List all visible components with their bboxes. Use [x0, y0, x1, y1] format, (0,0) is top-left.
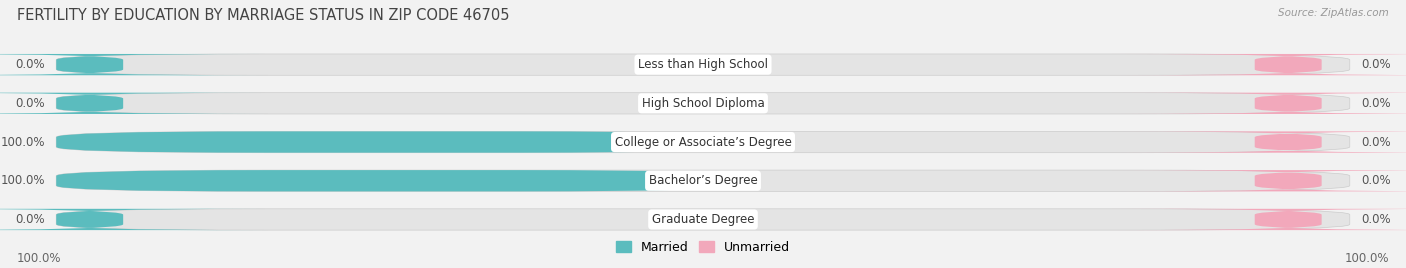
Text: 0.0%: 0.0% — [1361, 97, 1391, 110]
Text: College or Associate’s Degree: College or Associate’s Degree — [614, 136, 792, 148]
Text: 100.0%: 100.0% — [0, 174, 45, 187]
Legend: Married, Unmarried: Married, Unmarried — [612, 236, 794, 259]
FancyBboxPatch shape — [56, 170, 731, 191]
FancyBboxPatch shape — [0, 54, 267, 75]
FancyBboxPatch shape — [1111, 131, 1406, 153]
Text: Less than High School: Less than High School — [638, 58, 768, 71]
Text: High School Diploma: High School Diploma — [641, 97, 765, 110]
Text: 100.0%: 100.0% — [1344, 252, 1389, 265]
FancyBboxPatch shape — [56, 131, 731, 153]
Text: 0.0%: 0.0% — [1361, 136, 1391, 148]
FancyBboxPatch shape — [56, 131, 1350, 153]
Text: 100.0%: 100.0% — [17, 252, 62, 265]
FancyBboxPatch shape — [56, 170, 1350, 191]
Text: FERTILITY BY EDUCATION BY MARRIAGE STATUS IN ZIP CODE 46705: FERTILITY BY EDUCATION BY MARRIAGE STATU… — [17, 8, 509, 23]
Text: 0.0%: 0.0% — [15, 58, 45, 71]
FancyBboxPatch shape — [1111, 170, 1406, 191]
FancyBboxPatch shape — [56, 54, 1350, 75]
FancyBboxPatch shape — [1111, 54, 1406, 75]
Text: Graduate Degree: Graduate Degree — [652, 213, 754, 226]
Text: Source: ZipAtlas.com: Source: ZipAtlas.com — [1278, 8, 1389, 18]
FancyBboxPatch shape — [0, 209, 267, 230]
FancyBboxPatch shape — [56, 209, 1350, 230]
FancyBboxPatch shape — [0, 93, 267, 114]
FancyBboxPatch shape — [56, 93, 1350, 114]
Text: 0.0%: 0.0% — [1361, 213, 1391, 226]
Text: 0.0%: 0.0% — [1361, 58, 1391, 71]
FancyBboxPatch shape — [1111, 209, 1406, 230]
Text: 0.0%: 0.0% — [1361, 174, 1391, 187]
FancyBboxPatch shape — [1111, 93, 1406, 114]
Text: 100.0%: 100.0% — [0, 136, 45, 148]
Text: Bachelor’s Degree: Bachelor’s Degree — [648, 174, 758, 187]
Text: 0.0%: 0.0% — [15, 97, 45, 110]
Text: 0.0%: 0.0% — [15, 213, 45, 226]
